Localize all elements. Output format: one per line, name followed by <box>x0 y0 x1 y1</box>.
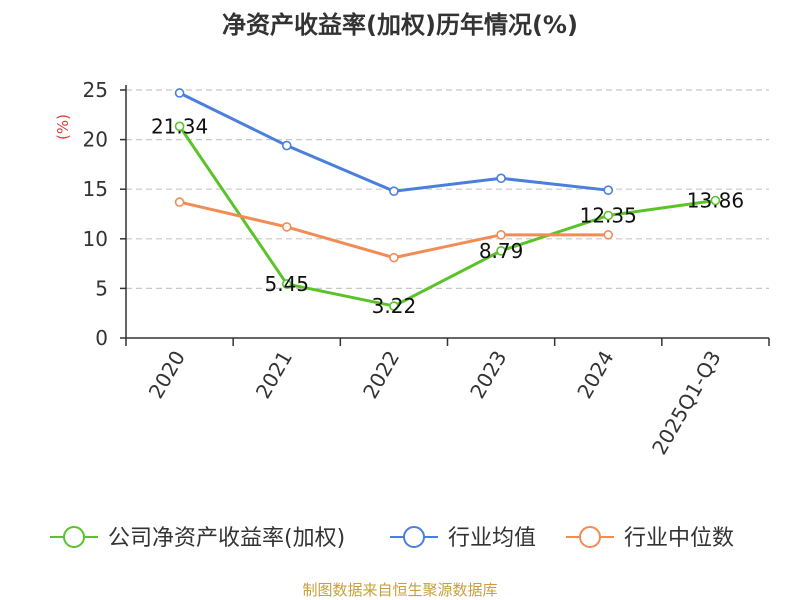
data-label: 21.34 <box>151 114 208 138</box>
chart-title: 净资产收益率(加权)历年情况(%) <box>222 11 578 39</box>
data-point <box>603 210 614 221</box>
data-point <box>389 186 399 196</box>
y-tick-label: 15 <box>83 177 108 201</box>
y-tick-label: 10 <box>83 227 108 251</box>
y-axis-label: (%) <box>54 114 72 140</box>
data-point <box>281 140 292 151</box>
grid-lines <box>126 89 769 289</box>
series-line <box>178 125 716 308</box>
x-tick-label: 2022 <box>358 347 404 403</box>
x-tick-label: 2024 <box>572 347 618 403</box>
legend-marker <box>403 526 425 548</box>
legend-marker <box>63 526 85 548</box>
data-point <box>174 121 185 132</box>
legend-marker <box>579 526 601 548</box>
data-label: 12.35 <box>580 203 637 227</box>
data-point <box>281 279 292 289</box>
y-tick-label: 5 <box>95 276 108 300</box>
series-line <box>178 91 609 193</box>
y-tick-label: 20 <box>83 128 108 152</box>
legend-label: 行业均值 <box>448 526 536 551</box>
data-point <box>603 230 614 240</box>
data-point <box>710 195 721 206</box>
x-tick-label: 2025Q1-Q3 <box>647 347 726 459</box>
data-label: 13.86 <box>687 189 744 213</box>
data-point <box>281 222 292 232</box>
data-point <box>389 252 399 263</box>
data-label: 5.45 <box>264 272 309 296</box>
source-note: 制图数据来自恒生聚源数据库 <box>302 581 497 599</box>
series-line <box>179 200 609 260</box>
legend-label: 公司净资产收益率(加权) <box>108 526 345 551</box>
data-label: 8.79 <box>479 239 524 263</box>
x-tick-label: 2021 <box>251 347 297 403</box>
y-tick-label: 25 <box>83 78 108 102</box>
data-point <box>174 88 185 98</box>
data-point <box>603 185 614 195</box>
data-label: 3.22 <box>372 294 417 318</box>
legend: 公司净资产收益率(加权) 行业均值 行业中位数 <box>50 526 734 551</box>
data-labels: 21.34 5.45 3.22 8.79 12.35 13.86 <box>151 114 744 318</box>
data-point <box>174 197 185 207</box>
data-point <box>496 246 506 256</box>
y-tick-label: 0 <box>95 326 108 350</box>
data-point <box>496 173 506 184</box>
x-tick-label: 2023 <box>465 347 511 403</box>
data-point <box>389 301 399 311</box>
legend-label: 行业中位数 <box>624 526 734 551</box>
data-point <box>496 230 506 240</box>
series-group <box>174 88 721 311</box>
x-tick-label: 2020 <box>144 347 190 403</box>
